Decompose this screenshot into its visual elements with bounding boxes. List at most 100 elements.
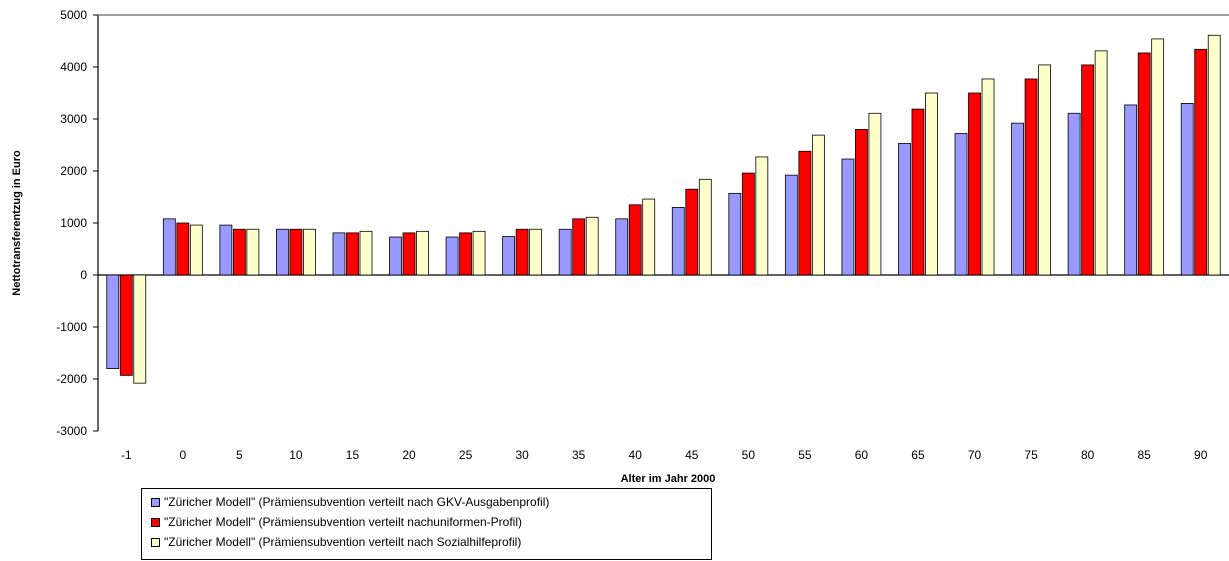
x-axis-title: Alter im Jahr 2000	[621, 473, 716, 485]
bar-1-10	[685, 188, 699, 276]
legend-item-sozialhilfe: "Züricher Modell" (Prämiensubvention ver…	[142, 532, 711, 552]
bar-1-19	[1194, 48, 1208, 276]
bar-2-8	[585, 216, 599, 276]
legend-label-sozialhilfe: "Züricher Modell" (Prämiensubvention ver…	[164, 535, 522, 549]
bar-1-18	[1137, 52, 1151, 276]
x-tick-label: 25	[459, 448, 473, 462]
chart-plot: 5000 4000 3000 2000 1000 0 -1000 -2000 -3000 -1 0…	[11, 8, 1229, 485]
legend-item-gkv: "Züricher Modell" (Prämiensubvention ver…	[142, 492, 711, 512]
x-tick-label: 30	[515, 448, 529, 462]
bar-0-17	[1067, 112, 1081, 276]
bar-0-7	[502, 236, 516, 276]
bar-0-8	[558, 228, 572, 276]
bar-1-7	[515, 228, 529, 276]
y-tick-label: 0	[80, 268, 87, 282]
bar-2-13	[868, 112, 882, 276]
bar-0-2	[219, 224, 233, 276]
x-tick-label: 40	[629, 448, 643, 462]
bar-0-19	[1180, 103, 1194, 276]
bar-0-0	[106, 274, 120, 369]
y-tick-label: 5000	[60, 8, 87, 22]
x-tick-label: 65	[911, 448, 925, 462]
bar-2-10	[698, 178, 712, 276]
bar-1-13	[855, 128, 868, 276]
bar-1-6	[459, 232, 472, 276]
legend-swatch-sozialhilfe	[151, 537, 160, 547]
legend-label-gkv: "Züricher Modell" (Prämiensubvention ver…	[164, 495, 550, 509]
bar-2-17	[1094, 50, 1108, 276]
bar-0-16	[1011, 122, 1024, 276]
y-tick-label: -2000	[56, 372, 87, 386]
x-tick-label: 70	[968, 448, 982, 462]
x-tick-label: 80	[1081, 448, 1095, 462]
legend-swatch-uniform	[151, 517, 160, 527]
bar-2-4	[359, 230, 373, 276]
bar-0-4	[332, 232, 346, 276]
bar-2-18	[1151, 38, 1165, 276]
legend: "Züricher Modell" (Prämiensubvention ver…	[141, 488, 712, 560]
legend-label-uniform: "Züricher Modell" (Prämiensubvention ver…	[164, 515, 522, 529]
bar-0-5	[389, 236, 402, 276]
bar-1-1	[176, 222, 190, 276]
bar-1-14	[911, 108, 925, 276]
x-tick-label: 5	[236, 448, 243, 462]
bar-0-15	[954, 133, 968, 276]
legend-item-uniform: "Züricher Modell" (Prämiensubvention ver…	[142, 512, 711, 532]
x-tick-label: -1	[121, 448, 132, 462]
bar-0-1	[162, 218, 176, 276]
bar-1-3	[289, 228, 303, 276]
bar-2-11	[755, 156, 769, 276]
x-tick-label: 90	[1194, 448, 1208, 462]
y-tick-label: -3000	[56, 424, 87, 438]
y-axis-title: Nettotransferentzug in Euro	[11, 150, 23, 296]
x-tick-label: 35	[572, 448, 586, 462]
bar-1-15	[968, 92, 981, 276]
bar-0-10	[671, 206, 685, 276]
bar-2-2	[246, 228, 260, 276]
bar-2-9	[642, 198, 656, 276]
y-tick-label: 1000	[60, 216, 87, 230]
bar-0-14	[898, 143, 911, 276]
y-tick-label: -1000	[56, 320, 87, 334]
bar-2-6	[472, 230, 486, 276]
bar-2-0	[133, 274, 147, 384]
bar-2-3	[303, 228, 316, 276]
bar-2-1	[189, 224, 203, 276]
bars	[106, 34, 1221, 384]
x-tick-label: 10	[289, 448, 303, 462]
bar-1-12	[798, 150, 812, 276]
bar-1-16	[1024, 78, 1038, 276]
bar-1-4	[346, 232, 359, 276]
bar-0-18	[1124, 104, 1138, 276]
y-tick-label: 3000	[60, 112, 87, 126]
bar-0-9	[615, 218, 629, 276]
bar-2-15	[981, 78, 995, 276]
bar-1-8	[572, 218, 586, 276]
x-tick-label: 0	[179, 448, 186, 462]
bar-0-13	[841, 158, 855, 276]
y-axis: 5000 4000 3000 2000 1000 0 -1000 -2000 -3000	[56, 8, 1229, 438]
bar-1-17	[1081, 64, 1095, 276]
x-tick-label: 50	[742, 448, 756, 462]
x-tick-label: 60	[855, 448, 869, 462]
x-tick-label: 45	[685, 448, 699, 462]
y-tick-label: 4000	[60, 60, 87, 74]
x-tick-label: 20	[402, 448, 416, 462]
x-tick-label: 15	[346, 448, 360, 462]
bar-1-11	[741, 172, 755, 276]
legend-swatch-gkv	[151, 497, 160, 507]
bar-1-5	[402, 232, 416, 276]
y-tick-label: 2000	[60, 164, 87, 178]
bar-2-14	[925, 92, 938, 276]
bar-2-12	[811, 134, 825, 276]
bar-0-3	[276, 228, 289, 276]
bar-0-12	[784, 174, 798, 276]
bar-2-7	[529, 228, 543, 276]
x-axis: -1 0 5 10 15 20 25 30 35 40 45 50 55 60 65 70 75 80 85 90	[98, 274, 1229, 462]
bar-2-16	[1038, 64, 1051, 276]
bar-1-0	[119, 274, 133, 376]
bar-2-5	[416, 230, 429, 276]
bar-0-6	[445, 236, 459, 276]
bar-2-19	[1207, 34, 1221, 276]
